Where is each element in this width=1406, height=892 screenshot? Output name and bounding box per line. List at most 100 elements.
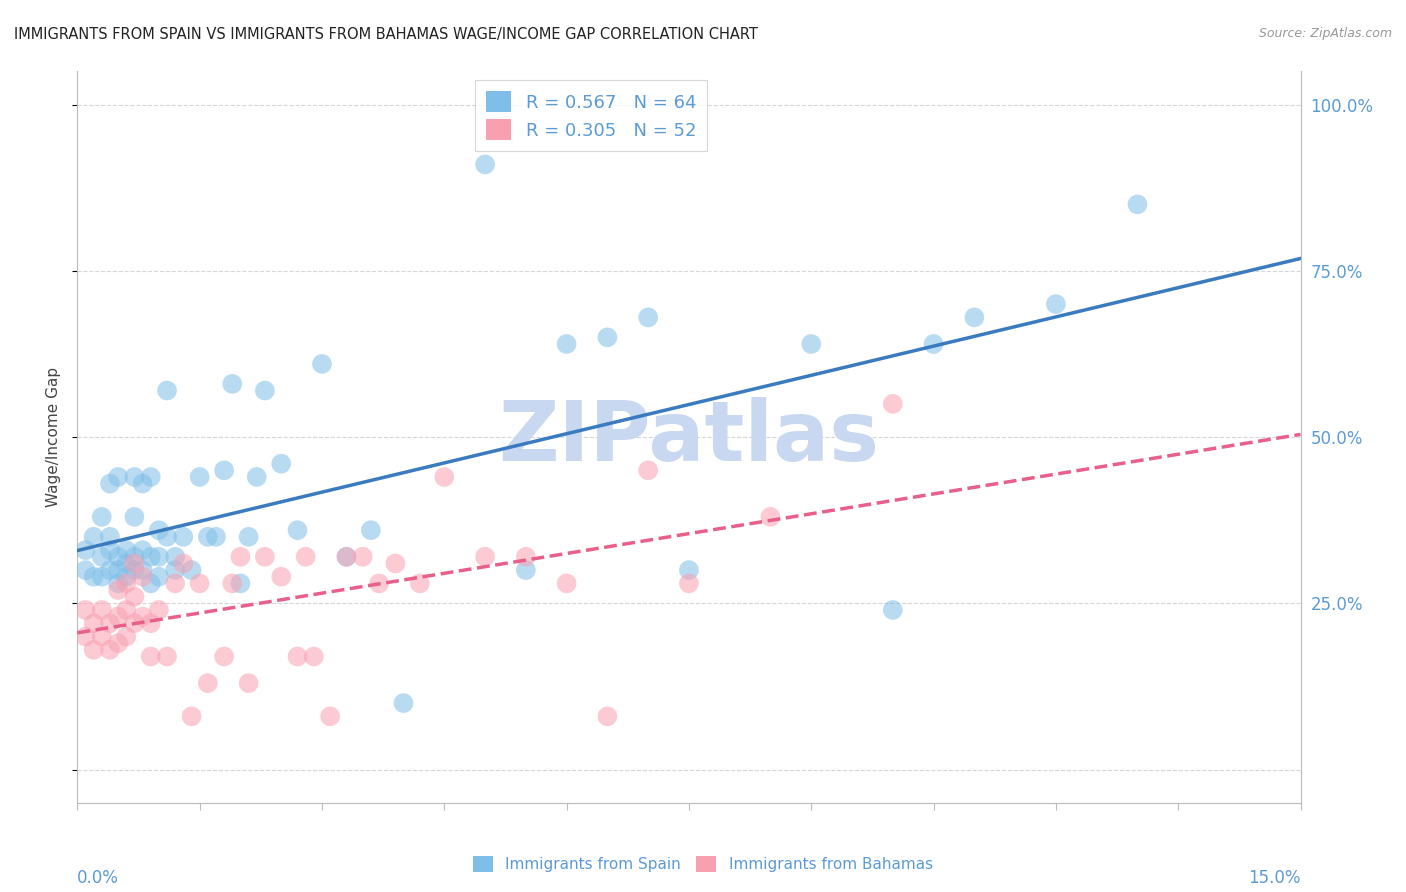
Point [246, 470, 269, 484]
Point [98, 476, 121, 491]
Point [115, 570, 138, 584]
Point [75, 563, 97, 577]
Point [197, 676, 219, 690]
Point [335, 549, 357, 564]
Point [83, 530, 105, 544]
Point [433, 470, 456, 484]
Point [98, 616, 121, 631]
Point [98, 543, 121, 558]
Point [115, 557, 138, 571]
Point [90, 603, 112, 617]
Point [131, 609, 153, 624]
Point [205, 530, 228, 544]
Point [124, 470, 146, 484]
Point [98, 530, 121, 544]
Point [335, 549, 357, 564]
Point [139, 470, 162, 484]
Point [294, 549, 316, 564]
Legend: R = 0.567   N = 64, R = 0.305   N = 52: R = 0.567 N = 64, R = 0.305 N = 52 [475, 80, 707, 151]
Point [963, 310, 986, 325]
Point [212, 463, 235, 477]
Point [139, 576, 162, 591]
Point [221, 376, 243, 391]
Point [115, 630, 138, 644]
Point [115, 603, 138, 617]
Point [1126, 197, 1149, 211]
Point [302, 649, 325, 664]
Point [287, 649, 309, 664]
Point [515, 549, 537, 564]
Point [221, 576, 243, 591]
Point [124, 616, 146, 631]
Point [156, 649, 179, 664]
Point [515, 563, 537, 577]
Point [75, 543, 97, 558]
Point [172, 557, 194, 571]
Point [360, 523, 382, 537]
Point [882, 603, 904, 617]
Text: IMMIGRANTS FROM SPAIN VS IMMIGRANTS FROM BAHAMAS WAGE/INCOME GAP CORRELATION CHA: IMMIGRANTS FROM SPAIN VS IMMIGRANTS FROM… [14, 27, 758, 42]
Point [148, 603, 170, 617]
Point [131, 570, 153, 584]
Point [392, 696, 415, 710]
Point [1045, 297, 1067, 311]
Text: 15.0%: 15.0% [1249, 870, 1301, 888]
Point [229, 549, 252, 564]
Point [165, 563, 187, 577]
Point [90, 630, 112, 644]
Point [368, 576, 391, 591]
Point [253, 549, 276, 564]
Point [148, 523, 170, 537]
Point [229, 576, 252, 591]
Point [555, 337, 578, 351]
Point [637, 310, 659, 325]
Point [75, 603, 97, 617]
Point [172, 530, 194, 544]
Point [131, 563, 153, 577]
Point [188, 470, 211, 484]
Text: 0.0%: 0.0% [77, 870, 120, 888]
Point [124, 563, 146, 577]
Point [409, 576, 432, 591]
Point [800, 337, 823, 351]
Point [637, 463, 659, 477]
Point [596, 330, 619, 344]
Point [98, 563, 121, 577]
Point [352, 549, 374, 564]
Point [197, 530, 219, 544]
Point [107, 549, 129, 564]
Point [90, 549, 112, 564]
Point [555, 576, 578, 591]
Point [83, 616, 105, 631]
Point [188, 576, 211, 591]
Point [922, 337, 945, 351]
Point [165, 549, 187, 564]
Point [882, 397, 904, 411]
Point [107, 470, 129, 484]
Point [156, 530, 179, 544]
Point [90, 570, 112, 584]
Point [596, 709, 619, 723]
Point [270, 570, 292, 584]
Point [115, 543, 138, 558]
Point [75, 630, 97, 644]
Point [139, 549, 162, 564]
Point [98, 643, 121, 657]
Point [759, 509, 782, 524]
Point [253, 384, 276, 398]
Point [270, 457, 292, 471]
Point [287, 523, 309, 537]
Point [139, 616, 162, 631]
Point [124, 549, 146, 564]
Point [107, 636, 129, 650]
Point [107, 563, 129, 577]
Point [180, 563, 202, 577]
Point [180, 709, 202, 723]
Point [83, 643, 105, 657]
Point [115, 576, 138, 591]
Point [131, 543, 153, 558]
Point [156, 384, 179, 398]
Point [131, 476, 153, 491]
Point [148, 570, 170, 584]
Point [124, 557, 146, 571]
